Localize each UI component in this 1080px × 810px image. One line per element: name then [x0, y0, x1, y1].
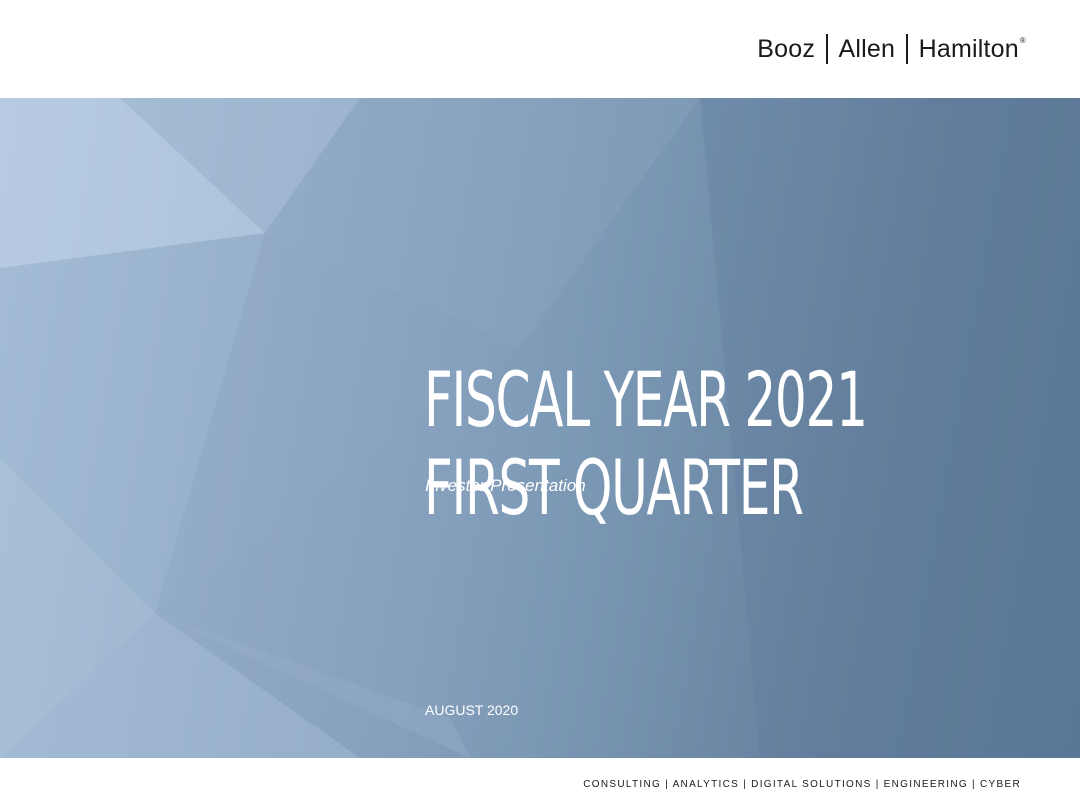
footer-bar: [0, 758, 1080, 810]
title-line-1: FISCAL YEAR 2021: [424, 355, 868, 444]
title-line-2: FIRST QUARTER: [424, 443, 804, 532]
faceted-background-graphic: [0, 98, 1080, 758]
presentation-title: FISCAL YEAR 2021 FIRST QUARTER: [424, 355, 868, 532]
header-bar: Booz Allen Hamilton ®: [0, 0, 1080, 98]
logo-word-booz: Booz: [757, 34, 816, 63]
hero-background: FISCAL YEAR 2021 FIRST QUARTER: [0, 98, 1080, 758]
logo-word-hamilton: Hamilton: [918, 34, 1019, 63]
presentation-date: AUGUST 2020: [425, 702, 519, 718]
footer-tagline: CONSULTING | ANALYTICS | DIGITAL SOLUTIO…: [583, 779, 1021, 790]
logo-divider: [826, 34, 828, 64]
presentation-subtitle: Investor Presentation: [425, 476, 586, 495]
company-logo: Booz Allen Hamilton ®: [757, 33, 1026, 65]
logo-word-allen: Allen: [838, 34, 896, 63]
registered-mark: ®: [1019, 35, 1026, 45]
logo-divider: [906, 34, 908, 64]
